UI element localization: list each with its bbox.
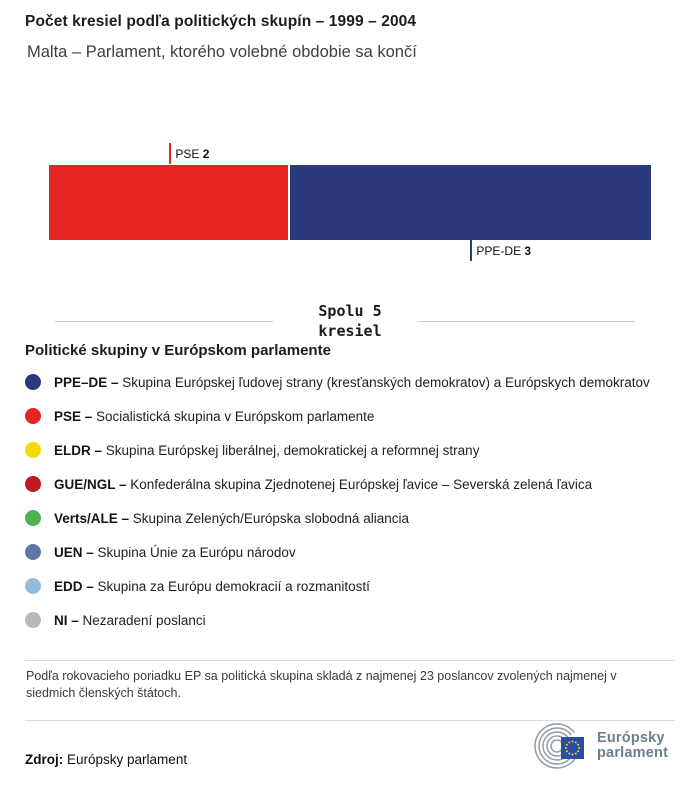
footnote-divider-bottom — [25, 720, 675, 721]
source-line: Zdroj: Európsky parlament — [25, 752, 187, 767]
legend-dot-verts-ale — [25, 510, 41, 526]
ep-logo-line1: Európsky — [597, 729, 665, 746]
total-seats-line1: Spolu 5 — [318, 302, 382, 320]
legend-abbr-ni: NI – — [54, 612, 83, 628]
legend-item-uen: UEN – Skupina Únie za Európu národov — [25, 535, 685, 569]
bar-segment-ppe-de — [289, 165, 651, 240]
total-divider-left — [55, 321, 273, 322]
legend-dot-ni — [25, 612, 41, 628]
legend-dot-gue-ngl — [25, 476, 41, 492]
legend-label-eldr: ELDR – Skupina Európskej liberálnej, dem… — [54, 443, 479, 458]
hemicycle-icon — [534, 723, 584, 769]
segment-label-pse: PSE 2 — [175, 146, 210, 161]
legend-item-gue-ngl: GUE/NGL – Konfederálna skupina Zjednoten… — [25, 467, 685, 501]
legend-dot-eldr — [25, 442, 41, 458]
segment-label-ppe-de: PPE-DE 3 — [476, 243, 532, 258]
legend-desc-uen: Skupina Únie za Európu národov — [97, 544, 296, 560]
bar-label-pse: PSE 2 — [169, 143, 209, 164]
marker-tick-ppe-de — [470, 240, 473, 261]
legend-label-gue-ngl: GUE/NGL – Konfederálna skupina Zjednoten… — [54, 477, 592, 492]
legend-item-edd: EDD – Skupina za Európu demokracií a roz… — [25, 569, 685, 603]
marker-tick-pse — [169, 143, 172, 164]
ep-logo-line2: parlament — [597, 745, 669, 761]
legend-label-edd: EDD – Skupina za Európu demokracií a roz… — [54, 579, 370, 594]
bar-segment-pse — [49, 165, 290, 240]
page-title: Počet kresiel podľa politických skupín –… — [25, 13, 417, 30]
legend-desc-verts-ale: Skupina Zelených/Európska slobodná alian… — [132, 510, 409, 526]
bar-label-ppe-de: PPE-DE 3 — [470, 240, 531, 261]
legend-desc-ppe-de: Skupina Európskej ľudovej strany (kresťa… — [122, 374, 650, 390]
legend-abbr-pse: PSE – — [54, 408, 97, 424]
ep-logo: Európsky parlament — [527, 720, 668, 772]
legend-item-ppe-de: PPE–DE – Skupina Európskej ľudovej stran… — [25, 365, 685, 399]
legend-item-ni: NI – Nezaradení poslanci — [25, 603, 685, 637]
seat-bar-chart: PSE 2 PPE-DE 3 — [49, 140, 651, 262]
eu-flag-stars — [565, 740, 580, 756]
total-seats-label: Spolu 5 kresiel — [0, 301, 700, 341]
source-value: Európsky parlament — [67, 752, 188, 767]
legend-heading: Politické skupiny v Európskom parlamente — [25, 342, 331, 359]
legend-list: PPE–DE – Skupina Európskej ľudovej stran… — [25, 365, 685, 637]
legend-dot-pse — [25, 408, 41, 424]
legend-desc-edd: Skupina za Európu demokracií a rozmanito… — [97, 578, 370, 594]
legend-label-uen: UEN – Skupina Únie za Európu národov — [54, 545, 296, 560]
stacked-bar — [49, 165, 651, 240]
legend-dot-edd — [25, 578, 41, 594]
legend-label-ni: NI – Nezaradení poslanci — [54, 613, 206, 628]
legend-abbr-edd: EDD – — [54, 578, 98, 594]
legend-abbr-verts-ale: Verts/ALE – — [54, 510, 133, 526]
footnote-divider-top — [25, 660, 675, 661]
legend-label-pse: PSE – Socialistická skupina v Európskom … — [54, 409, 374, 424]
legend-desc-ni: Nezaradení poslanci — [82, 612, 206, 628]
legend-dot-ppe-de — [25, 374, 41, 390]
legend-desc-eldr: Skupina Európskej liberálnej, demokratic… — [105, 442, 480, 458]
total-divider-right — [418, 321, 635, 322]
legend-abbr-eldr: ELDR – — [54, 442, 106, 458]
legend-desc-gue-ngl: Konfederálna skupina Zjednotenej Európsk… — [130, 476, 593, 492]
legend-item-eldr: ELDR – Skupina Európskej liberálnej, dem… — [25, 433, 685, 467]
legend-item-verts-ale: Verts/ALE – Skupina Zelených/Európska sl… — [25, 501, 685, 535]
total-seats-block: Spolu 5 kresiel — [0, 300, 700, 344]
legend-label-ppe-de: PPE–DE – Skupina Európskej ľudovej stran… — [54, 375, 650, 390]
ep-logo-text: Európsky parlament — [597, 729, 669, 762]
legend-abbr-uen: UEN – — [54, 544, 98, 560]
source-label: Zdroj: — [25, 752, 64, 767]
total-seats-line2: kresiel — [318, 322, 382, 340]
legend-abbr-ppe-de: PPE–DE – — [54, 374, 123, 390]
legend-label-verts-ale: Verts/ALE – Skupina Zelených/Európska sl… — [54, 511, 409, 526]
legend-item-pse: PSE – Socialistická skupina v Európskom … — [25, 399, 685, 433]
page-subtitle: Malta – Parlament, ktorého volebné obdob… — [27, 43, 417, 61]
footnote-text: Podľa rokovacieho poriadku EP sa politic… — [26, 669, 617, 700]
legend-desc-pse: Socialistická skupina v Európskom parlam… — [96, 408, 375, 424]
legend-abbr-gue-ngl: GUE/NGL – — [54, 476, 131, 492]
eu-flag-icon — [561, 737, 584, 759]
legend-dot-uen — [25, 544, 41, 560]
